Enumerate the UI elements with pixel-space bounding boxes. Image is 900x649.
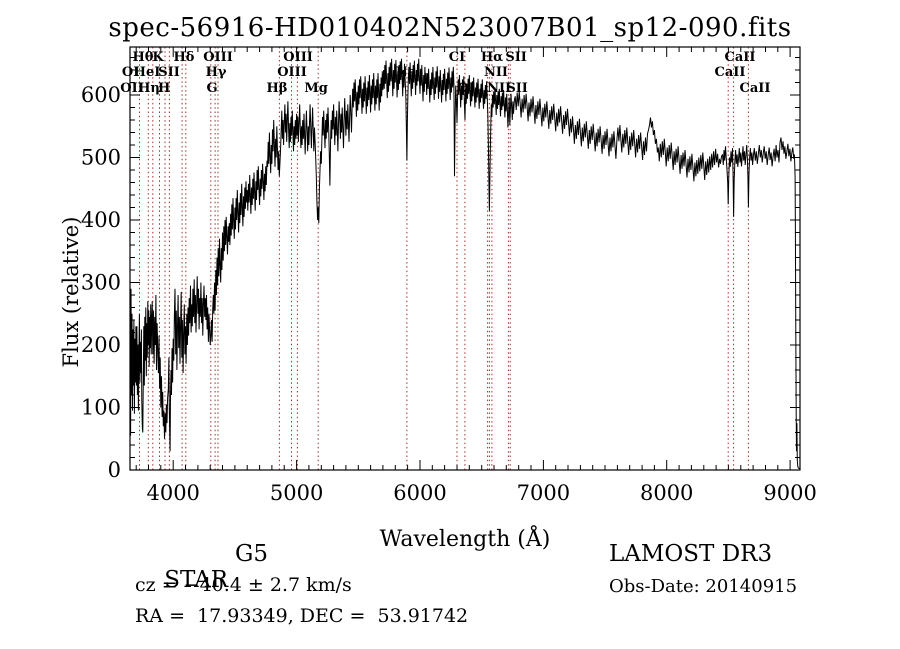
cz-line: cz = −40.4 ± 2.7 km/s	[135, 574, 352, 596]
line-label-CaII: CaII	[725, 50, 756, 65]
line-label-K: K	[152, 50, 164, 65]
line-label-SII: SII	[158, 65, 180, 80]
line-label-HeI: HeI	[134, 65, 161, 80]
spectrum-trace	[130, 58, 800, 470]
x-axis-label: Wavelength (Å)	[379, 527, 551, 552]
y-tick-label: 400	[81, 208, 121, 232]
line-label-OII: OII	[120, 81, 144, 96]
y-tick-label: 200	[81, 333, 121, 357]
x-tick-label: 9000	[763, 481, 816, 505]
y-tick-label: 600	[81, 83, 121, 107]
y-tick-label: 500	[81, 146, 121, 170]
x-tick-label: 8000	[640, 481, 693, 505]
line-label-SII: SII	[505, 50, 527, 65]
line-label-CaII: CaII	[715, 65, 746, 80]
line-label-Hγ: Hγ	[206, 65, 227, 80]
line-label-Hδ: Hδ	[174, 50, 195, 65]
line-label-OIII: OIII	[203, 50, 233, 65]
x-tick-label: 6000	[393, 481, 446, 505]
line-label-NII: NII	[487, 81, 511, 96]
line-label-CaII: CaII	[740, 81, 771, 96]
line-label-G: G	[207, 81, 218, 96]
survey-label: LAMOST DR3	[609, 541, 773, 567]
plot-box	[129, 46, 801, 471]
object-class: STAR	[164, 567, 229, 593]
obs-date-line: Obs-Date: 20140915	[609, 576, 798, 597]
line-label-H: H	[158, 81, 170, 96]
line-label-SII: SII	[506, 81, 528, 96]
plot-title: spec-56916-HD010402N523007B01_sp12-090.f…	[108, 13, 792, 43]
line-label-Mg: Mg	[304, 81, 327, 96]
line-label-Hθ: Hθ	[133, 50, 154, 65]
radec-line: RA = 17.93349, DEC = 53.91742	[135, 605, 469, 627]
x-tick-label: 7000	[517, 481, 570, 505]
object-subclass: G5	[235, 541, 269, 567]
line-label-NII: NII	[484, 65, 508, 80]
x-tick-label: 4000	[146, 481, 199, 505]
y-tick-label: 300	[81, 271, 121, 295]
line-label-Hα: Hα	[481, 50, 503, 65]
line-label-Hη: Hη	[138, 81, 160, 96]
line-label-OIII: OIII	[277, 65, 307, 80]
y-tick-label: 100	[81, 396, 121, 420]
line-label-OIII: OIII	[283, 50, 313, 65]
x-tick-label: 5000	[270, 481, 323, 505]
line-label-Hβ: Hβ	[267, 81, 288, 96]
classification-line: STAR G5	[135, 541, 268, 645]
y-tick-label: 0	[108, 458, 121, 482]
line-label-CI: CI	[449, 50, 465, 65]
